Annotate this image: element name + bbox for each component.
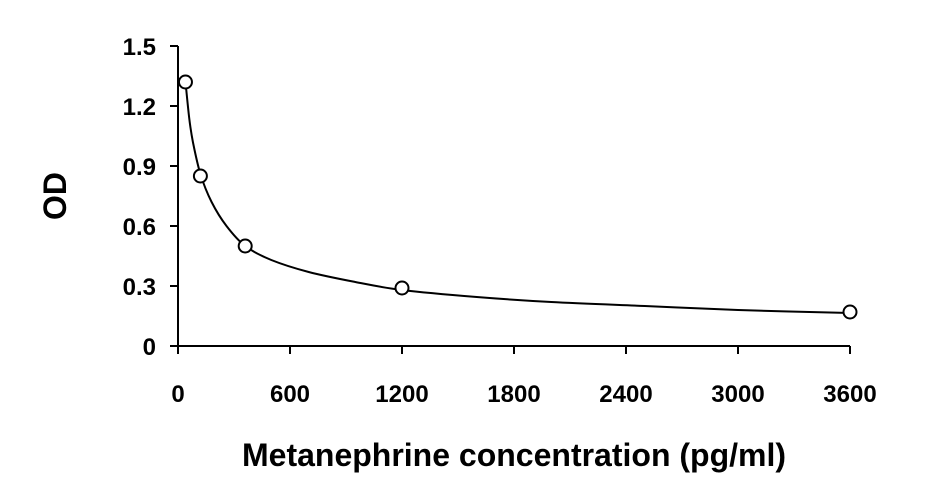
y-ticks: 0 0.3 0.6 0.9 1.2 1.5 <box>123 34 178 361</box>
x-axis-title: Metanephrine concentration (pg/ml) <box>242 437 786 473</box>
x-tick-label: 1200 <box>375 381 428 408</box>
y-tick-label: 1.5 <box>123 34 156 61</box>
y-tick-label: 0.6 <box>123 214 156 241</box>
y-tick-label: 0.9 <box>123 154 156 181</box>
x-tick-label: 3600 <box>823 381 876 408</box>
y-tick-label: 1.2 <box>123 94 156 121</box>
data-points <box>177 74 858 320</box>
y-tick-label: 0 <box>143 334 156 361</box>
x-tick-label: 600 <box>270 381 310 408</box>
data-point-marker <box>394 280 410 296</box>
x-tick-label: 3000 <box>711 381 764 408</box>
x-tick-label: 0 <box>171 381 184 408</box>
data-point-marker <box>177 74 193 90</box>
y-axis-title: OD <box>37 172 73 220</box>
data-point-marker <box>842 304 858 320</box>
data-point-marker <box>237 238 253 254</box>
data-point-marker <box>192 168 208 184</box>
fit-curve-line <box>184 81 851 314</box>
x-ticks: 0 600 1200 1800 2400 3000 3600 <box>171 346 877 408</box>
chart-axes <box>177 46 850 347</box>
x-tick-label: 1800 <box>487 381 540 408</box>
y-tick-label: 0.3 <box>123 274 156 301</box>
x-tick-label: 2400 <box>599 381 652 408</box>
